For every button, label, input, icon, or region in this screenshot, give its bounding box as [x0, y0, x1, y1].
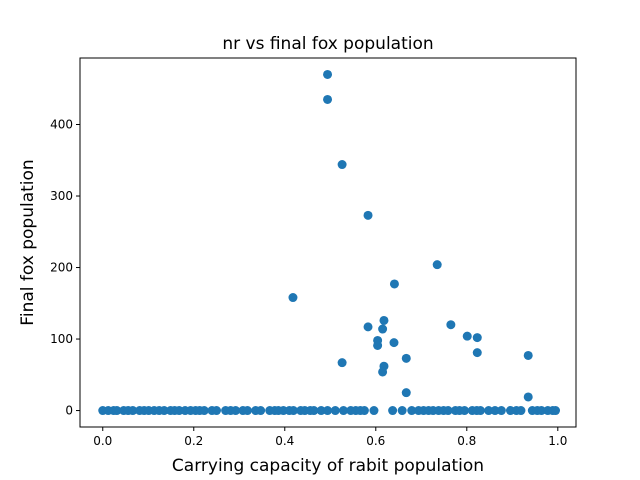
- data-point: [397, 406, 407, 416]
- x-tick-label: 1.0: [548, 434, 567, 448]
- data-point: [432, 260, 442, 270]
- points-layer: [98, 69, 561, 416]
- data-point: [379, 315, 389, 325]
- data-point: [309, 406, 319, 416]
- x-tick-label: 0.4: [275, 434, 294, 448]
- data-point: [212, 406, 222, 416]
- data-point: [536, 406, 546, 416]
- data-point: [551, 406, 561, 416]
- data-point: [496, 406, 506, 416]
- data-point: [231, 406, 241, 416]
- data-point: [363, 322, 373, 332]
- data-point: [401, 388, 411, 398]
- y-tick-label: 200: [50, 261, 73, 275]
- data-point: [484, 406, 494, 416]
- data-point: [472, 348, 482, 358]
- data-point: [323, 69, 333, 79]
- y-axis-label: Final fox population: [18, 159, 38, 325]
- data-point: [388, 406, 398, 416]
- data-point: [516, 406, 526, 416]
- data-point: [373, 340, 383, 350]
- y-tick-label: 100: [50, 332, 73, 346]
- data-point: [378, 324, 388, 334]
- data-point: [378, 367, 388, 377]
- y-axis: 0 100 200 300 400: [50, 118, 80, 418]
- y-tick-label: 0: [65, 404, 73, 418]
- data-point: [338, 406, 348, 416]
- x-tick-label: 0.0: [93, 434, 112, 448]
- data-point: [407, 406, 417, 416]
- data-point: [159, 406, 169, 416]
- data-point: [242, 406, 252, 416]
- y-tick-label: 300: [50, 189, 73, 203]
- data-point: [288, 293, 298, 303]
- data-point: [337, 160, 347, 170]
- data-point: [389, 338, 399, 348]
- data-point: [369, 406, 379, 416]
- data-point: [462, 331, 472, 341]
- data-point: [256, 406, 266, 416]
- x-tick-label: 0.8: [457, 434, 476, 448]
- data-point: [446, 320, 456, 330]
- data-point: [472, 333, 482, 343]
- data-point: [359, 406, 369, 416]
- chart-title: nr vs final fox population: [222, 34, 433, 54]
- data-point: [316, 406, 326, 416]
- data-point: [323, 406, 333, 416]
- data-point: [330, 406, 340, 416]
- y-tick-label: 400: [50, 118, 73, 132]
- data-point: [460, 406, 470, 416]
- data-point: [389, 279, 399, 289]
- data-point: [199, 406, 209, 416]
- data-point: [523, 350, 533, 360]
- data-point: [112, 406, 122, 416]
- data-point: [288, 406, 298, 416]
- data-point: [337, 358, 347, 368]
- data-point: [128, 406, 138, 416]
- data-point: [523, 392, 533, 402]
- data-point: [363, 210, 373, 220]
- data-point: [475, 406, 485, 416]
- x-axis: 0.0 0.2 0.4 0.6 0.8 1.0: [93, 427, 567, 448]
- x-tick-label: 0.2: [184, 434, 203, 448]
- data-point: [323, 94, 333, 104]
- data-point: [490, 406, 500, 416]
- x-tick-label: 0.6: [366, 434, 385, 448]
- plot-frame: [79, 57, 577, 428]
- x-axis-label: Carrying capacity of rabit population: [172, 456, 484, 476]
- data-point: [443, 406, 453, 416]
- data-point: [401, 353, 411, 363]
